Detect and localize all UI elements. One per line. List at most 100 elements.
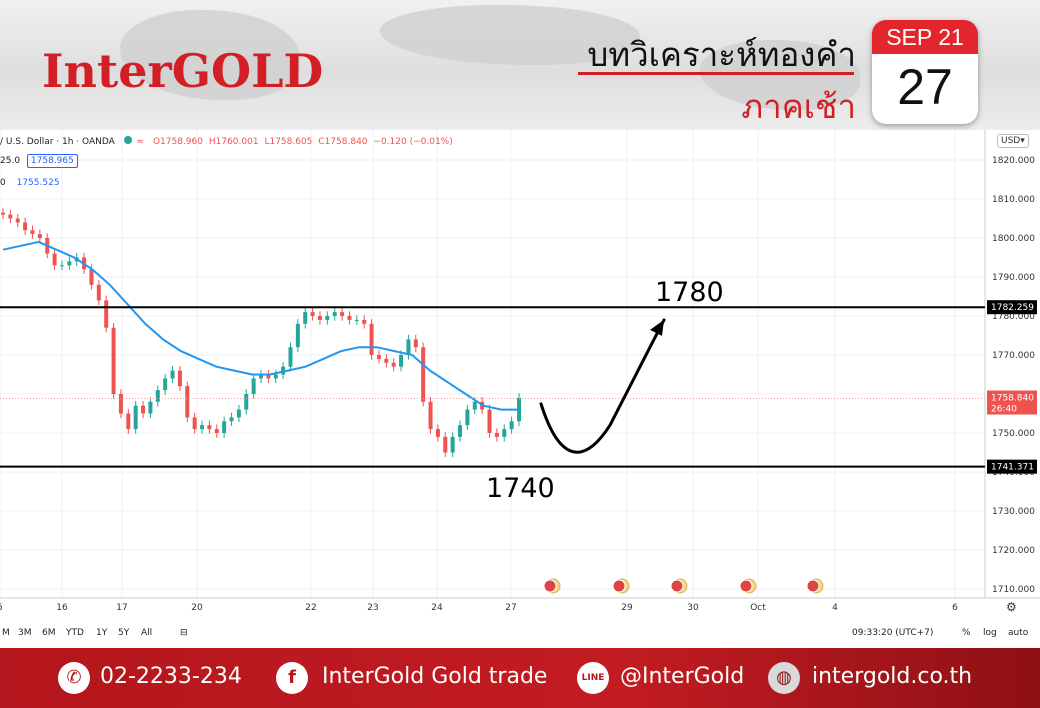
candle-body — [443, 436, 448, 453]
x-tick-label: 4 — [832, 603, 838, 613]
candle-body — [244, 394, 249, 410]
y-tick-label: 1730.000 — [992, 507, 1035, 517]
candle-body — [487, 409, 492, 433]
y-tick-label: 1800.000 — [992, 234, 1035, 244]
candle-body — [96, 284, 101, 301]
last-price-text: 1758.840 — [991, 394, 1034, 404]
candle-body — [177, 370, 182, 387]
x-tick-label: 22 — [305, 603, 316, 613]
candle-body — [104, 300, 109, 328]
log-toggle[interactable]: log — [983, 628, 997, 638]
candle-body — [59, 265, 64, 267]
phone-number[interactable]: 02-2233-234 — [100, 664, 242, 689]
change-value: −0.120 (−0.01%) — [373, 137, 453, 147]
chart-area[interactable]: 1710.0001720.0001730.0001740.0001750.000… — [0, 130, 1040, 650]
support-label: 1740 — [486, 473, 555, 504]
range-button-6m[interactable]: 6M — [42, 628, 56, 638]
x-tick-label: 24 — [431, 603, 443, 613]
candle-body — [37, 234, 42, 238]
candle-body — [185, 386, 190, 418]
y-tick-label: 1810.000 — [992, 195, 1035, 205]
candle-body — [148, 401, 153, 414]
candle-body — [15, 218, 20, 223]
y-tick-label: 1780.000 — [992, 312, 1035, 322]
candle-body — [52, 253, 57, 266]
candle-body — [310, 312, 315, 316]
indicator-1[interactable]: 25.0 1758.965 — [0, 154, 78, 168]
indicator-2[interactable]: 0 1755.525 — [0, 178, 60, 188]
currency-label: USD — [1001, 136, 1021, 146]
page-subtitle: ภาคเช้า — [741, 87, 856, 126]
indicator-1-label: 25.0 — [0, 156, 21, 166]
clock-time: 09:33:20 (UTC+7) — [852, 628, 934, 638]
y-tick-label: 1820.000 — [992, 156, 1035, 166]
close-value: C1758.840 — [318, 137, 368, 147]
page-title: บทวิเคราะห์ทองคำ — [587, 35, 856, 74]
projection-arrow — [539, 318, 666, 454]
level-price-tag — [987, 459, 1037, 474]
candle-body — [266, 374, 271, 379]
high-value: H1760.001 — [208, 137, 259, 147]
candle-body — [192, 417, 197, 430]
candle-body — [30, 230, 35, 235]
price-chart[interactable]: 1710.0001720.0001730.0001740.0001750.000… — [0, 130, 1040, 650]
indicator-1-value: 1758.965 — [26, 154, 78, 168]
candle-body — [207, 425, 212, 430]
brand-logo: InterGOLD — [42, 44, 324, 98]
x-tick-label: 17 — [116, 603, 127, 613]
chevron-down-icon: ▾ — [1020, 136, 1025, 146]
candle-body — [236, 409, 241, 418]
range-button-5y[interactable]: 5Y — [118, 628, 130, 638]
percent-toggle[interactable]: % — [962, 628, 971, 638]
candle-body — [288, 347, 293, 367]
bottom-toolbar: M 3M 6M YTD 1Y 5Y All ⊟ 09:33:20 (UTC+7)… — [0, 620, 1040, 646]
us-flag-icon — [543, 579, 557, 593]
candle-body — [421, 347, 426, 402]
open-value: O1758.960 — [152, 137, 203, 147]
date-range-icon[interactable]: ⊟ — [180, 628, 188, 638]
world-map-shape — [700, 40, 860, 110]
range-button-3m[interactable]: 3M — [18, 628, 32, 638]
symbol-label[interactable]: / U.S. Dollar · 1h · OANDA — [0, 137, 115, 147]
range-button-m[interactable]: M — [2, 628, 10, 638]
candle-body — [229, 417, 234, 422]
globe-icon: ◍ — [768, 662, 800, 694]
candle-body — [1, 212, 5, 215]
candle-body — [273, 374, 278, 379]
gear-icon: ⚙ — [1006, 600, 1017, 614]
line-id[interactable]: @InterGold — [620, 664, 745, 689]
range-button-1y[interactable]: 1Y — [96, 628, 108, 638]
candle-body — [428, 401, 433, 430]
candle-body — [369, 323, 374, 355]
indicator-2-label: 0 — [0, 178, 6, 188]
calendar-month: SEP 21 — [872, 20, 978, 54]
calendar-day: 27 — [897, 59, 953, 115]
x-tick-label: 6 — [952, 603, 958, 613]
range-button-ytd[interactable]: YTD — [66, 628, 84, 638]
indicator-dot-icon — [123, 136, 132, 144]
countdown-text: 26:40 — [991, 405, 1017, 415]
candle-body — [141, 405, 146, 414]
candle-body — [163, 378, 168, 391]
currency-button[interactable]: USD▾ — [997, 134, 1029, 148]
auto-toggle[interactable]: auto — [1008, 628, 1029, 638]
line-icon: LINE — [577, 662, 609, 694]
website[interactable]: intergold.co.th — [812, 664, 973, 689]
candle-body — [509, 421, 514, 430]
candle-body — [155, 390, 160, 402]
candle-body — [494, 433, 499, 437]
candle-body — [465, 409, 470, 426]
facebook-name[interactable]: InterGold Gold trade — [322, 664, 548, 689]
candle-body — [8, 214, 13, 219]
resistance-label: 1780 — [655, 277, 724, 308]
x-tick-label: 16 — [56, 603, 68, 613]
candle-body — [450, 436, 455, 453]
x-tick-label: Oct — [750, 603, 766, 613]
range-button-all[interactable]: All — [141, 628, 153, 638]
candle-body — [251, 378, 256, 394]
candle-body — [133, 405, 138, 430]
calendar-badge: SEP 21 27 — [872, 20, 978, 124]
x-tick-label: 29 — [621, 603, 633, 613]
wave-icon[interactable]: ≈ — [136, 137, 145, 147]
us-flag-icon — [806, 579, 820, 593]
